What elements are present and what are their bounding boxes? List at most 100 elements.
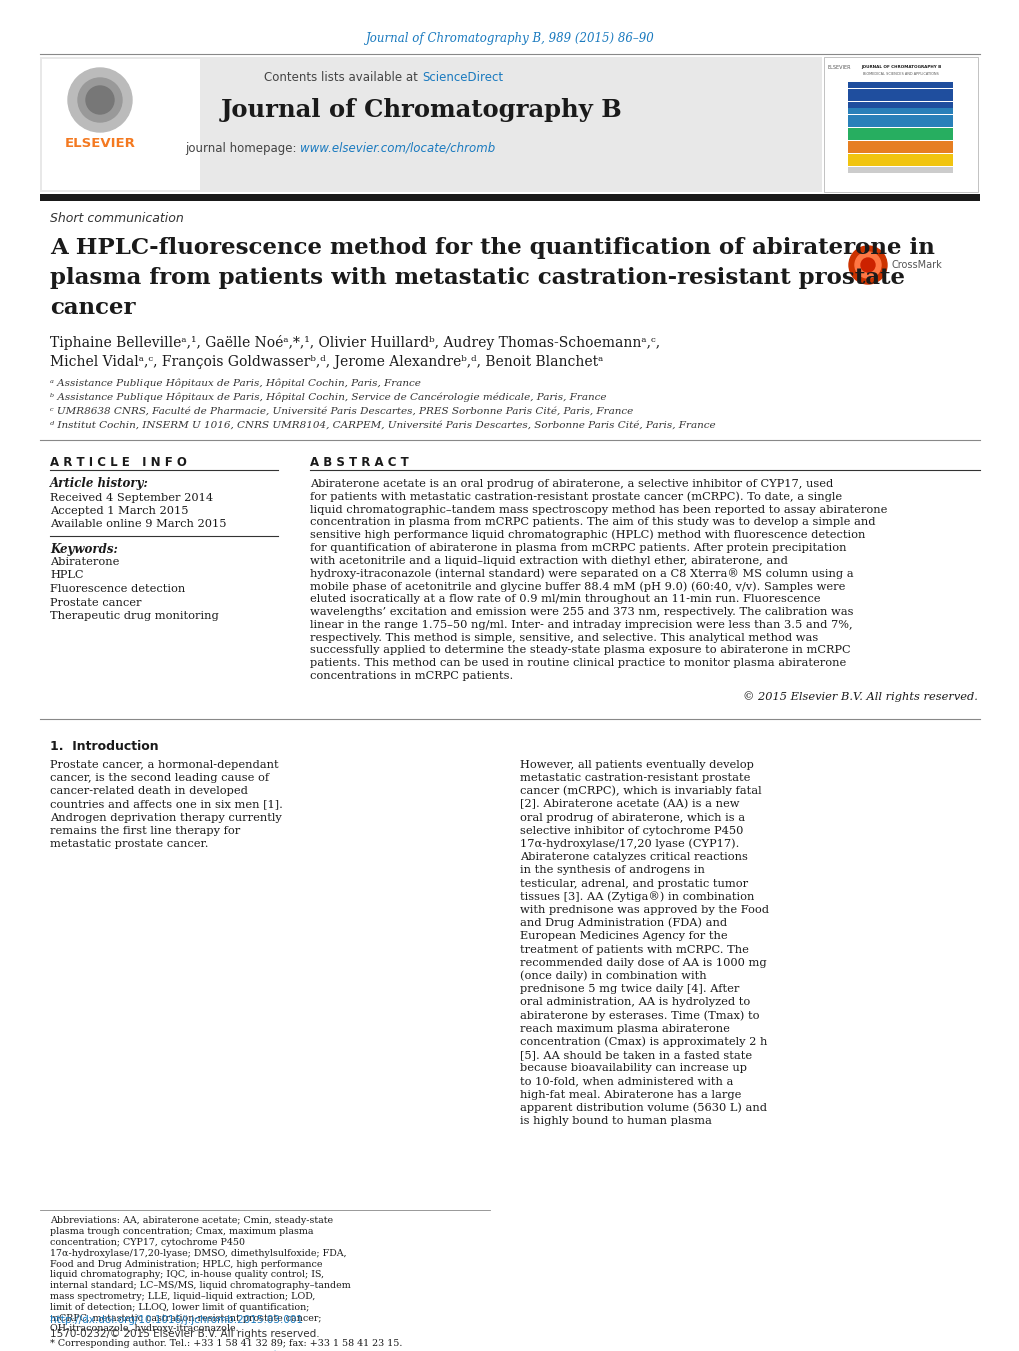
Text: and Drug Administration (FDA) and: and Drug Administration (FDA) and [520,917,727,928]
Text: with prednisone was approved by the Food: with prednisone was approved by the Food [520,905,768,915]
Text: Short communication: Short communication [50,212,183,224]
Text: A B S T R A C T: A B S T R A C T [310,455,409,469]
Text: Abiraterone catalyzes critical reactions: Abiraterone catalyzes critical reactions [520,852,747,862]
Text: apparent distribution volume (5630 L) and: apparent distribution volume (5630 L) an… [520,1102,766,1113]
Bar [847,95,952,101]
Text: 17α-hydroxylase/17,20-lyase; DMSO, dimethylsulfoxide; FDA,: 17α-hydroxylase/17,20-lyase; DMSO, dimet… [50,1248,346,1258]
Text: 17α-hydroxylase/17,20 lyase (CYP17).: 17α-hydroxylase/17,20 lyase (CYP17). [520,839,739,850]
Text: linear in the range 1.75–50 ng/ml. Inter- and intraday imprecision were less tha: linear in the range 1.75–50 ng/ml. Inter… [310,620,852,630]
Text: in the synthesis of androgens in: in the synthesis of androgens in [520,866,704,875]
Text: Abiraterone acetate is an oral prodrug of abiraterone, a selective inhibitor of : Abiraterone acetate is an oral prodrug o… [310,480,833,489]
Text: recommended daily dose of AA is 1000 mg: recommended daily dose of AA is 1000 mg [520,958,766,967]
Text: ᵈ Institut Cochin, INSERM U 1016, CNRS UMR8104, CARPEM, Université Paris Descart: ᵈ Institut Cochin, INSERM U 1016, CNRS U… [50,420,715,430]
Text: Therapeutic drug monitoring: Therapeutic drug monitoring [50,611,218,621]
Text: abiraterone by esterases. Time (Tmax) to: abiraterone by esterases. Time (Tmax) to [520,1011,759,1021]
Text: Accepted 1 March 2015: Accepted 1 March 2015 [50,507,189,516]
Bar [823,57,977,192]
Text: cancer (mCRPC), which is invariably fatal: cancer (mCRPC), which is invariably fata… [520,786,761,797]
Text: ᵇ Assistance Publique Hôpitaux de Paris, Hôpital Cochin, Service de Cancérologie: ᵇ Assistance Publique Hôpitaux de Paris,… [50,392,606,401]
Circle shape [68,68,131,132]
Text: BIOMEDICAL SCIENCES AND APPLICATIONS: BIOMEDICAL SCIENCES AND APPLICATIONS [862,72,937,76]
Text: A R T I C L E   I N F O: A R T I C L E I N F O [50,455,186,469]
Text: European Medicines Agency for the: European Medicines Agency for the [520,931,727,942]
Bar [847,108,952,115]
Text: [5]. AA should be taken in a fasted state: [5]. AA should be taken in a fasted stat… [520,1050,751,1061]
Bar [847,115,952,120]
Text: cancer-related death in developed: cancer-related death in developed [50,786,248,796]
Text: liquid chromatography; IQC, in-house quality control; IS,: liquid chromatography; IQC, in-house qua… [50,1270,324,1279]
Text: Androgen deprivation therapy currently: Androgen deprivation therapy currently [50,812,281,823]
Bar [847,82,952,88]
Text: for quantification of abiraterone in plasma from mCRPC patients. After protein p: for quantification of abiraterone in pla… [310,543,846,553]
Text: concentration; CYP17, cytochrome P450: concentration; CYP17, cytochrome P450 [50,1238,245,1247]
Text: Article history:: Article history: [50,477,149,490]
Circle shape [86,86,114,113]
Text: (once daily) in combination with: (once daily) in combination with [520,971,706,981]
Text: concentrations in mCRPC patients.: concentrations in mCRPC patients. [310,671,513,681]
Text: because bioavailability can increase up: because bioavailability can increase up [520,1063,746,1074]
Text: oral administration, AA is hydrolyzed to: oral administration, AA is hydrolyzed to [520,997,750,1008]
Text: metastatic castration-resistant prostate: metastatic castration-resistant prostate [520,773,750,784]
Text: © 2015 Elsevier B.V. All rights reserved.: © 2015 Elsevier B.V. All rights reserved… [743,692,977,703]
Text: concentration in plasma from mCRPC patients. The aim of this study was to develo: concentration in plasma from mCRPC patie… [310,517,874,527]
Text: ELSEVIER: ELSEVIER [827,65,851,69]
Text: cancer: cancer [50,297,136,319]
Text: HPLC: HPLC [50,570,84,581]
Bar [40,195,979,201]
Text: wavelengths’ excitation and emission were 255 and 373 nm, respectively. The cali: wavelengths’ excitation and emission wer… [310,607,853,617]
Text: OH-itraconazole, hydroxy-itraconazole.: OH-itraconazole, hydroxy-itraconazole. [50,1324,238,1333]
Text: Keywords:: Keywords: [50,543,118,555]
Circle shape [860,258,874,272]
Text: Received 4 September 2014: Received 4 September 2014 [50,493,213,503]
Text: Journal of Chromatography B: Journal of Chromatography B [221,99,623,122]
Text: * Corresponding author. Tel.: +33 1 58 41 32 89; fax: +33 1 58 41 23 15.: * Corresponding author. Tel.: +33 1 58 4… [50,1339,401,1348]
Text: treatment of patients with mCRPC. The: treatment of patients with mCRPC. The [520,944,748,955]
Bar [42,59,200,190]
Bar [847,89,952,95]
Circle shape [848,246,887,284]
Text: ᵃ Assistance Publique Hôpitaux de Paris, Hôpital Cochin, Paris, France: ᵃ Assistance Publique Hôpitaux de Paris,… [50,378,421,388]
Text: journal homepage:: journal homepage: [184,142,300,154]
Text: countries and affects one in six men [1].: countries and affects one in six men [1]… [50,800,282,809]
Text: JOURNAL OF CHROMATOGRAPHY B: JOURNAL OF CHROMATOGRAPHY B [860,65,941,69]
Text: www.elsevier.com/locate/chromb: www.elsevier.com/locate/chromb [300,142,495,154]
Text: for patients with metastatic castration-resistant prostate cancer (mCRPC). To da: for patients with metastatic castration-… [310,492,842,503]
Text: CrossMark: CrossMark [892,259,942,270]
Text: limit of detection; LLOQ, lower limit of quantification;: limit of detection; LLOQ, lower limit of… [50,1302,309,1312]
Text: patients. This method can be used in routine clinical practice to monitor plasma: patients. This method can be used in rou… [310,658,846,669]
Bar [847,166,952,173]
Text: is highly bound to human plasma: is highly bound to human plasma [520,1116,711,1127]
Bar [847,141,952,147]
Text: successfully applied to determine the steady-state plasma exposure to abirateron: successfully applied to determine the st… [310,646,850,655]
Text: reach maximum plasma abiraterone: reach maximum plasma abiraterone [520,1024,730,1034]
Text: metastatic prostate cancer.: metastatic prostate cancer. [50,839,208,848]
Text: Prostate cancer: Prostate cancer [50,597,142,608]
Bar [847,147,952,153]
Text: tissues [3]. AA (Zytiga®) in combination: tissues [3]. AA (Zytiga®) in combination [520,892,754,902]
Text: Tiphaine Bellevilleᵃ,¹, Gaëlle Noéᵃ,*,¹, Olivier Huillardᵇ, Audrey Thomas-Schoem: Tiphaine Bellevilleᵃ,¹, Gaëlle Noéᵃ,*,¹,… [50,335,659,350]
Text: ELSEVIER: ELSEVIER [64,136,136,150]
Text: ScienceDirect: ScienceDirect [422,70,502,84]
Text: Abbreviations: AA, abiraterone acetate; Cmin, steady-state: Abbreviations: AA, abiraterone acetate; … [50,1216,333,1225]
Bar [847,134,952,141]
Text: Available online 9 March 2015: Available online 9 March 2015 [50,519,226,530]
Bar [40,57,821,192]
Text: Abiraterone: Abiraterone [50,557,119,567]
Text: hydroxy-itraconazole (internal standard) were separated on a C8 Xterra® MS colum: hydroxy-itraconazole (internal standard)… [310,569,853,580]
Text: respectively. This method is simple, sensitive, and selective. This analytical m: respectively. This method is simple, sen… [310,632,817,643]
Text: Journal of Chromatography B, 989 (2015) 86–90: Journal of Chromatography B, 989 (2015) … [365,31,654,45]
Bar [847,122,952,127]
Text: Michel Vidalᵃ,ᶜ, François Goldwasserᵇ,ᵈ, Jerome Alexandreᵇ,ᵈ, Benoit Blanchetᵃ: Michel Vidalᵃ,ᶜ, François Goldwasserᵇ,ᵈ,… [50,355,603,369]
Text: However, all patients eventually develop: However, all patients eventually develop [520,759,753,770]
Text: testicular, adrenal, and prostatic tumor: testicular, adrenal, and prostatic tumor [520,878,747,889]
Text: with acetonitrile and a liquid–liquid extraction with diethyl ether, abiraterone: with acetonitrile and a liquid–liquid ex… [310,555,787,566]
Text: http://dx.doi.org/10.1016/j.jchromb.2015.03.001: http://dx.doi.org/10.1016/j.jchromb.2015… [50,1315,303,1325]
Text: prednisone 5 mg twice daily [4]. After: prednisone 5 mg twice daily [4]. After [520,984,739,994]
Text: remains the first line therapy for: remains the first line therapy for [50,825,240,836]
Text: oral prodrug of abiraterone, which is a: oral prodrug of abiraterone, which is a [520,812,745,823]
Text: mass spectrometry; LLE, liquid–liquid extraction; LOD,: mass spectrometry; LLE, liquid–liquid ex… [50,1292,315,1301]
Text: selective inhibitor of cytochrome P450: selective inhibitor of cytochrome P450 [520,825,743,836]
Text: Fluorescence detection: Fluorescence detection [50,584,185,594]
Circle shape [854,253,880,278]
Text: 1570-0232/© 2015 Elsevier B.V. All rights reserved.: 1570-0232/© 2015 Elsevier B.V. All right… [50,1329,319,1339]
